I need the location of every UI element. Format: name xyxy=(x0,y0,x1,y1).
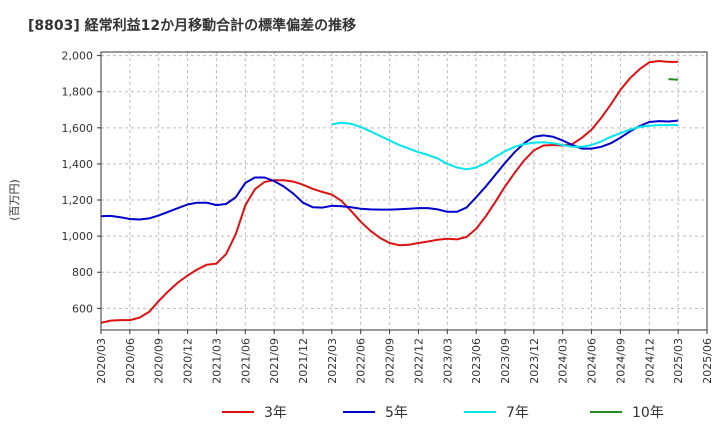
y-tick-label: 800 xyxy=(72,266,93,279)
x-tick-label: 2020/06 xyxy=(124,338,137,384)
series-line-4 xyxy=(668,78,679,81)
y-tick-label: 1,000 xyxy=(62,230,94,243)
x-tick-label: 2021/09 xyxy=(268,338,281,384)
y-axis-ticks: 600 800 1,000 1,200 1,400 1,600 1,800 2,000 xyxy=(62,50,101,315)
x-tick-label: 2022/06 xyxy=(355,338,368,384)
plot-frame xyxy=(100,51,708,331)
legend-label-3: 7年 xyxy=(506,405,529,421)
y-tick-label: 2,000 xyxy=(62,50,94,63)
x-tick-label: 2020/09 xyxy=(153,338,166,384)
x-tick-label: 2024/09 xyxy=(614,338,627,384)
x-tick-label: 2023/09 xyxy=(499,338,512,384)
y-tick-label: 1,800 xyxy=(62,86,94,99)
series-line-3 xyxy=(331,121,679,171)
legend-label-1: 3年 xyxy=(264,405,287,421)
series-line-1 xyxy=(100,60,679,324)
y-tick-label: 1,400 xyxy=(62,158,94,171)
x-tick-label: 2024/06 xyxy=(586,338,599,384)
legend-label-2: 5年 xyxy=(385,405,408,421)
y-tick-label: 1,200 xyxy=(62,194,94,207)
series-lines xyxy=(100,60,679,324)
chart-title: [8803] 経常利益12か月移動合計の標準偏差の推移 xyxy=(28,17,356,34)
x-tick-label: 2022/03 xyxy=(326,338,339,384)
x-axis-ticks: 2020/03 2020/06 2020/09 2020/12 2021/03 2021/… xyxy=(95,330,714,384)
x-tick-label: 2025/06 xyxy=(701,338,714,384)
y-tick-label: 600 xyxy=(72,302,93,315)
series-line-2 xyxy=(100,119,679,221)
legend: 3年 5年 7年 10年 xyxy=(222,405,664,421)
x-tick-label: 2023/03 xyxy=(441,338,454,384)
x-tick-label: 2020/12 xyxy=(182,338,195,384)
x-tick-label: 2023/12 xyxy=(528,338,541,384)
x-tick-label: 2021/03 xyxy=(210,338,223,384)
legend-label-4: 10年 xyxy=(632,405,664,421)
x-tick-label: 2020/03 xyxy=(95,338,108,384)
y-tick-label: 1,600 xyxy=(62,122,94,135)
x-tick-label: 2022/12 xyxy=(412,338,425,384)
x-tick-label: 2024/12 xyxy=(643,338,656,384)
x-tick-label: 2021/12 xyxy=(297,338,310,384)
x-tick-label: 2023/06 xyxy=(470,338,483,384)
y-axis-label: (百万円) xyxy=(8,179,21,221)
plot-grid xyxy=(100,52,708,330)
x-tick-label: 2025/03 xyxy=(672,338,685,384)
x-tick-label: 2021/06 xyxy=(239,338,252,384)
x-tick-label: 2022/09 xyxy=(384,338,397,384)
x-tick-label: 2024/03 xyxy=(557,338,570,384)
